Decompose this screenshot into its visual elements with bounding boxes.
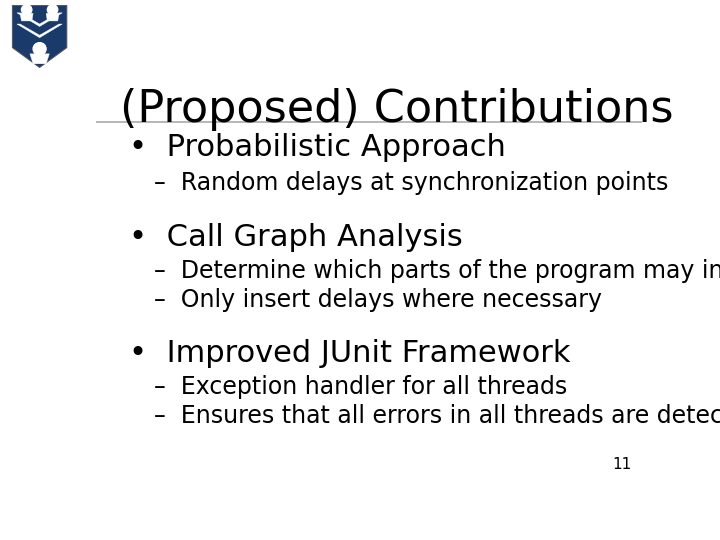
Circle shape xyxy=(33,43,46,55)
Circle shape xyxy=(22,5,32,15)
Polygon shape xyxy=(46,14,59,21)
Circle shape xyxy=(48,5,58,15)
Text: –  Exception handler for all threads: – Exception handler for all threads xyxy=(154,375,567,399)
Polygon shape xyxy=(12,5,67,68)
Text: •  Improved JUnit Framework: • Improved JUnit Framework xyxy=(129,339,570,368)
Text: •  Call Graph Analysis: • Call Graph Analysis xyxy=(129,223,463,252)
Polygon shape xyxy=(30,54,49,64)
Text: –  Random delays at synchronization points: – Random delays at synchronization point… xyxy=(154,171,669,195)
Text: 11: 11 xyxy=(612,457,631,472)
Polygon shape xyxy=(17,13,63,26)
Polygon shape xyxy=(17,24,63,38)
Text: –  Only insert delays where necessary: – Only insert delays where necessary xyxy=(154,288,602,312)
Text: (Proposed) Contributions: (Proposed) Contributions xyxy=(120,87,674,131)
Text: –  Determine which parts of the program may interact: – Determine which parts of the program m… xyxy=(154,259,720,282)
Text: •  Probabilistic Approach: • Probabilistic Approach xyxy=(129,133,506,163)
Text: –  Ensures that all errors in all threads are detected: – Ensures that all errors in all threads… xyxy=(154,404,720,428)
Polygon shape xyxy=(20,14,33,21)
